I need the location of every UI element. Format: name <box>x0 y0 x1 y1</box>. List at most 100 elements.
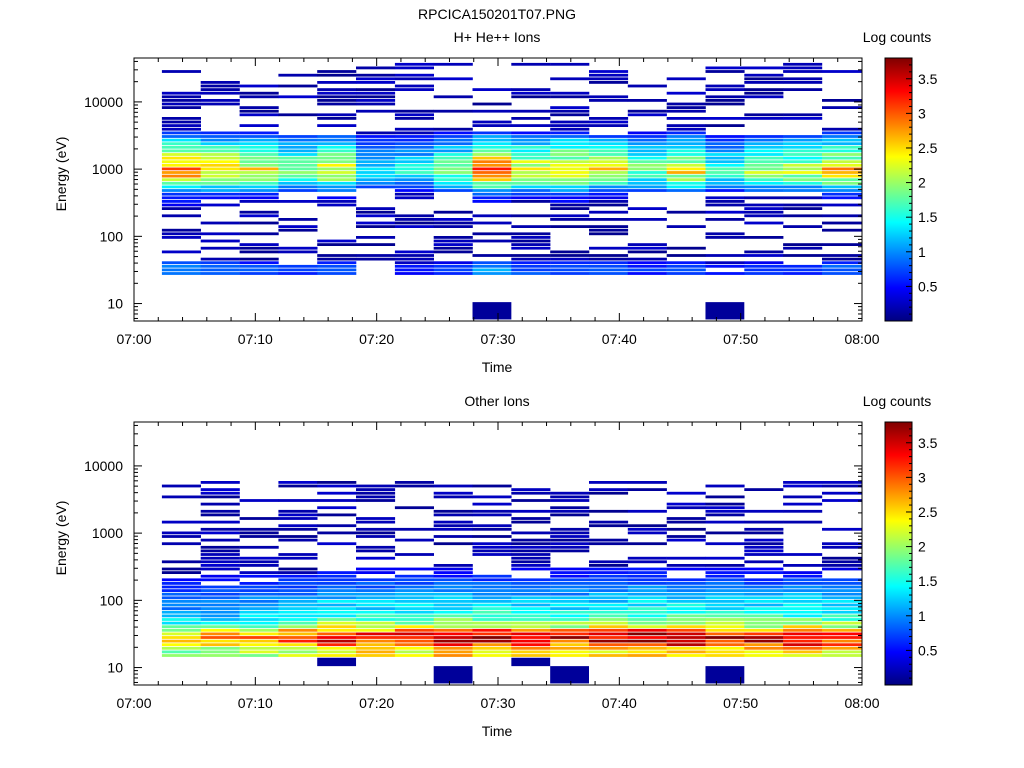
heatmap-cell <box>394 163 434 167</box>
heatmap-cell <box>472 221 512 225</box>
heatmap-cell <box>433 600 473 603</box>
heatmap-cell <box>589 178 629 182</box>
heatmap-cell <box>744 264 784 268</box>
heatmap-cell <box>356 625 396 629</box>
heatmap-cell <box>511 556 551 560</box>
heatmap-cell <box>589 625 629 629</box>
heatmap-cell <box>239 654 279 657</box>
heatmap-cell <box>239 142 279 146</box>
heatmap-cell <box>550 138 590 142</box>
heatmap-cell <box>161 607 201 610</box>
heatmap-cell <box>161 625 201 629</box>
heatmap-cell <box>705 95 745 99</box>
heatmap-cell <box>822 603 863 607</box>
heatmap-cell <box>666 646 706 650</box>
heatmap-cell <box>705 117 745 120</box>
heatmap-cell <box>550 545 590 549</box>
heatmap-cell <box>278 517 318 520</box>
heatmap-cell <box>550 542 590 546</box>
heatmap-cell <box>783 495 823 499</box>
heatmap-cell <box>666 556 706 560</box>
heatmap-cell <box>822 585 863 589</box>
heatmap-cell <box>511 517 551 520</box>
heatmap-cell <box>394 218 434 221</box>
heatmap-cell <box>356 639 396 643</box>
heatmap-cell <box>705 603 745 607</box>
heatmap-cell <box>433 218 473 221</box>
heatmap-cell <box>200 509 240 513</box>
heatmap-cell <box>666 117 706 120</box>
heatmap-cell <box>161 589 201 592</box>
heatmap-cell <box>589 578 629 582</box>
heatmap-cell <box>278 200 318 203</box>
heatmap-cell <box>744 91 784 95</box>
heatmap-cell <box>705 607 745 610</box>
heatmap-cell <box>705 531 745 535</box>
heatmap-cell <box>627 138 667 142</box>
heatmap-cell <box>317 181 357 185</box>
heatmap-cell <box>161 603 201 607</box>
heatmap-cell <box>627 527 667 531</box>
heatmap-cell <box>511 509 551 513</box>
heatmap-cell <box>822 106 863 109</box>
heatmap-cell <box>161 596 201 600</box>
heatmap-cell <box>356 73 396 77</box>
colorbar-tick-label: 0.5 <box>918 278 938 294</box>
heatmap-cell <box>783 589 823 592</box>
heatmap-cell <box>666 127 706 131</box>
heatmap-cell <box>589 120 629 124</box>
heatmap-cell <box>666 246 706 250</box>
heatmap-cell <box>627 603 667 607</box>
heatmap-cell <box>394 117 434 120</box>
heatmap-cell <box>472 592 512 596</box>
colorbar-tick-label: 3 <box>918 105 926 121</box>
heatmap-cell <box>200 553 240 556</box>
heatmap-cell <box>394 585 434 589</box>
heatmap-cell <box>550 214 590 218</box>
heatmap-cell <box>356 578 396 582</box>
heatmap-cell <box>627 556 667 560</box>
heatmap-cell <box>200 174 240 178</box>
heatmap-cell <box>356 91 396 95</box>
heatmap-cell <box>394 62 434 66</box>
heatmap-cell <box>472 603 512 607</box>
heatmap-cell <box>550 666 589 684</box>
heatmap-cell <box>511 160 551 164</box>
heatmap-cell <box>666 502 706 506</box>
heatmap-cell <box>783 185 823 189</box>
heatmap-cell <box>705 614 745 618</box>
heatmap-cell <box>822 589 863 592</box>
heatmap-cell <box>472 607 512 610</box>
heatmap-cell <box>705 589 745 592</box>
heatmap-cell <box>356 491 396 495</box>
heatmap-cell <box>627 145 667 149</box>
heatmap-cell <box>550 174 590 178</box>
colorbar-tick-label: 3 <box>918 469 926 485</box>
heatmap-cell <box>472 495 512 499</box>
heatmap-cell <box>589 520 629 524</box>
heatmap-cell <box>239 153 279 156</box>
heatmap-cell <box>822 481 863 484</box>
heatmap-cell <box>550 636 590 639</box>
heatmap-cell <box>705 254 745 257</box>
heatmap-cell <box>627 481 667 484</box>
heatmap-cell <box>161 621 201 625</box>
heatmap-cell <box>356 109 396 113</box>
heatmap-cell <box>589 117 629 120</box>
y-axis-label-h-he: Energy (eV) <box>53 137 69 212</box>
heatmap-cell <box>666 654 706 657</box>
heatmap-cell <box>472 138 512 142</box>
heatmap-cell <box>705 181 745 185</box>
heatmap-cell <box>627 156 667 160</box>
heatmap-cell <box>433 585 473 589</box>
heatmap-cell <box>239 156 279 160</box>
heatmap-cell <box>433 535 473 538</box>
heatmap-cell <box>744 643 784 647</box>
heatmap-cell <box>550 192 590 196</box>
heatmap-cell <box>705 174 745 178</box>
heatmap-cell <box>589 264 629 268</box>
heatmap-cell <box>550 607 590 610</box>
heatmap-cell <box>550 145 590 149</box>
heatmap-cell <box>161 232 201 236</box>
heatmap-cell <box>317 628 357 632</box>
